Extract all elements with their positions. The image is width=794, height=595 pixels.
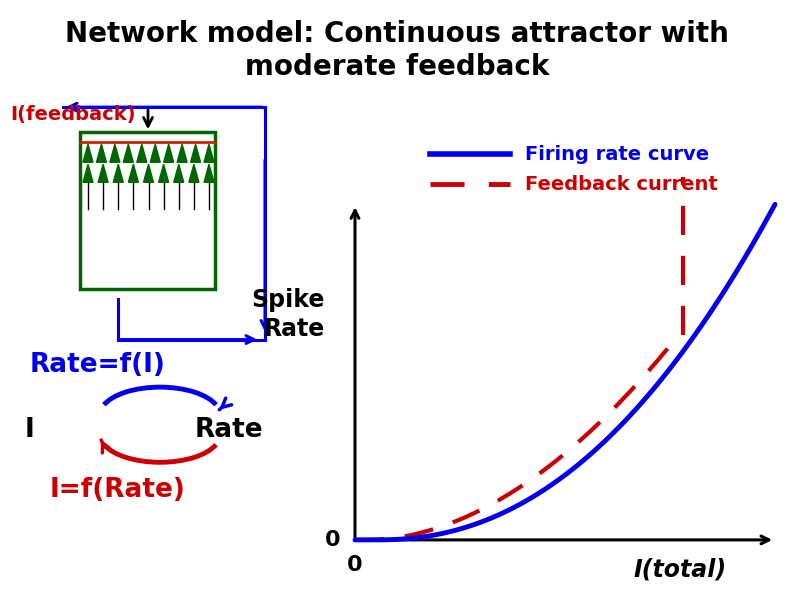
Polygon shape: [83, 164, 93, 182]
Polygon shape: [98, 164, 108, 182]
Text: 0: 0: [347, 555, 363, 575]
Text: Firing rate curve: Firing rate curve: [525, 145, 709, 164]
Polygon shape: [191, 144, 201, 162]
Text: I(total): I(total): [634, 558, 727, 582]
Polygon shape: [123, 144, 133, 162]
Text: 0: 0: [325, 530, 340, 550]
Text: I: I: [25, 416, 35, 443]
Text: Rate=f(I): Rate=f(I): [30, 352, 166, 378]
Polygon shape: [129, 164, 138, 182]
Polygon shape: [177, 144, 187, 162]
Polygon shape: [174, 164, 183, 182]
Polygon shape: [159, 164, 168, 182]
Text: Network model: Continuous attractor with
moderate feedback: Network model: Continuous attractor with…: [65, 20, 729, 81]
Polygon shape: [204, 164, 214, 182]
Text: Feedback current: Feedback current: [525, 175, 718, 194]
Text: Rate: Rate: [195, 416, 264, 443]
Polygon shape: [189, 164, 198, 182]
Polygon shape: [204, 144, 214, 162]
Text: I=f(Rate): I=f(Rate): [50, 477, 186, 503]
Polygon shape: [144, 164, 153, 182]
Polygon shape: [110, 144, 120, 162]
Polygon shape: [137, 144, 147, 162]
Polygon shape: [150, 144, 160, 162]
Polygon shape: [164, 144, 174, 162]
Polygon shape: [83, 144, 93, 162]
Text: I(feedback): I(feedback): [10, 105, 136, 124]
Polygon shape: [114, 164, 123, 182]
Polygon shape: [96, 144, 106, 162]
Bar: [80, 132, 215, 290]
Text: Spike
Rate: Spike Rate: [252, 287, 325, 342]
